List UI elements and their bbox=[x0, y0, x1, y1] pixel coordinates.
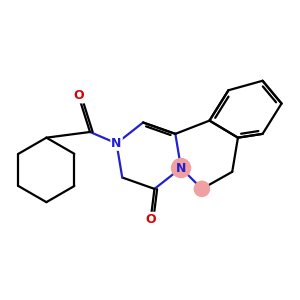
Circle shape bbox=[172, 158, 190, 178]
Text: N: N bbox=[176, 161, 186, 175]
Circle shape bbox=[194, 181, 209, 196]
Text: N: N bbox=[111, 137, 122, 150]
Text: O: O bbox=[146, 213, 156, 226]
Text: O: O bbox=[73, 89, 84, 103]
